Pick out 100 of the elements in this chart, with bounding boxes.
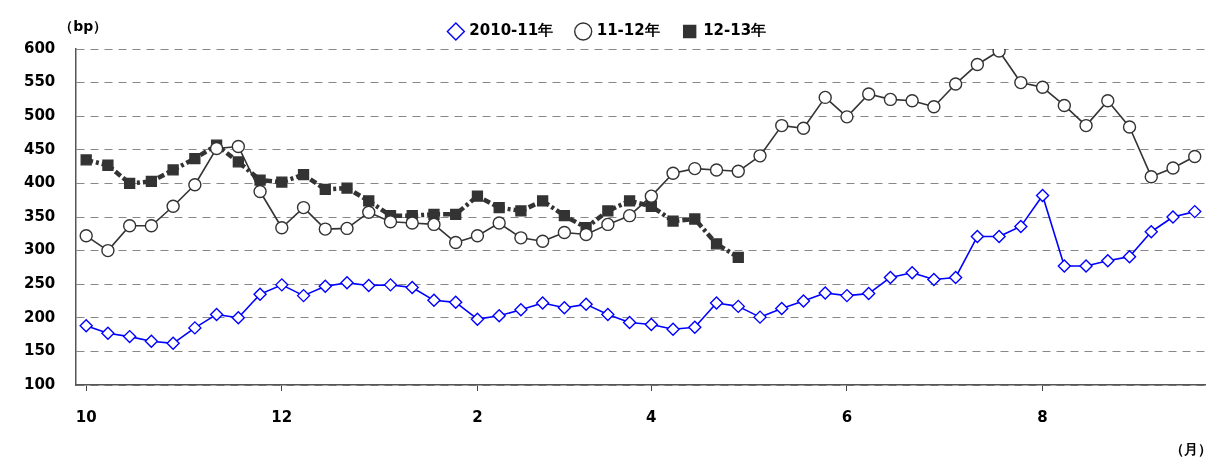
point: [318, 279, 332, 293]
y-tick-label: 250: [24, 274, 56, 293]
point: [667, 215, 679, 227]
point: [948, 270, 963, 285]
point: [666, 322, 680, 336]
point: [579, 297, 593, 312]
point: [557, 301, 572, 315]
point: [861, 87, 876, 101]
point: [948, 77, 963, 91]
point: [514, 231, 528, 245]
point: [710, 238, 723, 250]
point: [144, 219, 159, 233]
point: [927, 100, 941, 114]
point: [427, 293, 441, 308]
point: [883, 92, 898, 107]
point: [992, 229, 1006, 244]
point: [188, 321, 202, 335]
point: [362, 205, 376, 219]
x-tick-label: 6: [841, 407, 853, 426]
legend-label: 11-12年: [596, 21, 660, 40]
point: [1188, 149, 1202, 164]
point: [1079, 259, 1093, 273]
point: [557, 225, 572, 240]
point: [688, 320, 702, 334]
point: [861, 286, 876, 301]
point: [1144, 169, 1158, 184]
legend-label: 12-13年: [703, 21, 767, 40]
point: [601, 217, 615, 232]
point: [492, 309, 506, 323]
point: [709, 296, 724, 310]
point: [144, 334, 159, 349]
point: [579, 227, 593, 242]
point: [796, 294, 811, 308]
point: [189, 152, 201, 165]
point: [623, 195, 636, 207]
point: [471, 190, 484, 202]
point: [840, 288, 854, 303]
point: [1101, 253, 1115, 268]
y-tick-label: 450: [24, 139, 56, 158]
point: [276, 176, 288, 188]
point: [231, 311, 246, 325]
point: [427, 217, 441, 232]
point: [232, 156, 244, 168]
point: [166, 199, 180, 213]
point: [905, 266, 919, 280]
y-tick-label: 300: [24, 240, 56, 259]
point: [1166, 161, 1180, 175]
x-tick-label: 2: [472, 407, 483, 426]
point: [493, 201, 505, 214]
point: [602, 205, 614, 217]
point: [318, 222, 332, 236]
point: [1035, 188, 1050, 203]
point: [536, 195, 549, 207]
point: [1144, 225, 1158, 239]
point: [124, 177, 136, 190]
point: [470, 229, 485, 243]
point: [644, 189, 659, 203]
point: [644, 317, 659, 332]
point: [535, 296, 550, 310]
point: [514, 303, 528, 317]
point: [775, 301, 789, 316]
point: [405, 280, 419, 295]
point: [253, 287, 267, 301]
point: [340, 221, 354, 236]
point: [383, 278, 398, 292]
point: [209, 141, 224, 156]
point: [122, 219, 137, 233]
y-tick-label: 600: [24, 38, 56, 57]
y-tick-label: 350: [24, 206, 56, 225]
point: [79, 319, 93, 333]
point: [492, 216, 506, 230]
point: [254, 174, 266, 186]
point: [209, 307, 224, 322]
point: [753, 310, 767, 324]
point: [883, 270, 898, 285]
point: [818, 286, 832, 300]
point: [1014, 75, 1028, 90]
y-axis-title: （bp）: [59, 17, 108, 34]
legend-label: 2010-11年: [469, 21, 554, 40]
point: [296, 200, 311, 215]
point: [666, 166, 680, 181]
point: [601, 307, 615, 322]
point: [622, 208, 637, 223]
x-tick-label: 12: [271, 407, 293, 426]
point: [101, 326, 115, 340]
point: [1057, 98, 1072, 113]
point: [905, 94, 919, 108]
point: [753, 149, 767, 163]
point: [383, 215, 398, 229]
point: [122, 329, 137, 344]
y-tick-label: 200: [24, 307, 56, 326]
point: [1188, 204, 1202, 219]
point: [775, 118, 789, 133]
x-tick-label: 4: [646, 407, 657, 426]
point: [167, 164, 179, 176]
point: [818, 90, 832, 105]
point: [535, 234, 550, 248]
point: [1166, 210, 1180, 224]
point: [340, 276, 354, 290]
point: [101, 243, 115, 258]
